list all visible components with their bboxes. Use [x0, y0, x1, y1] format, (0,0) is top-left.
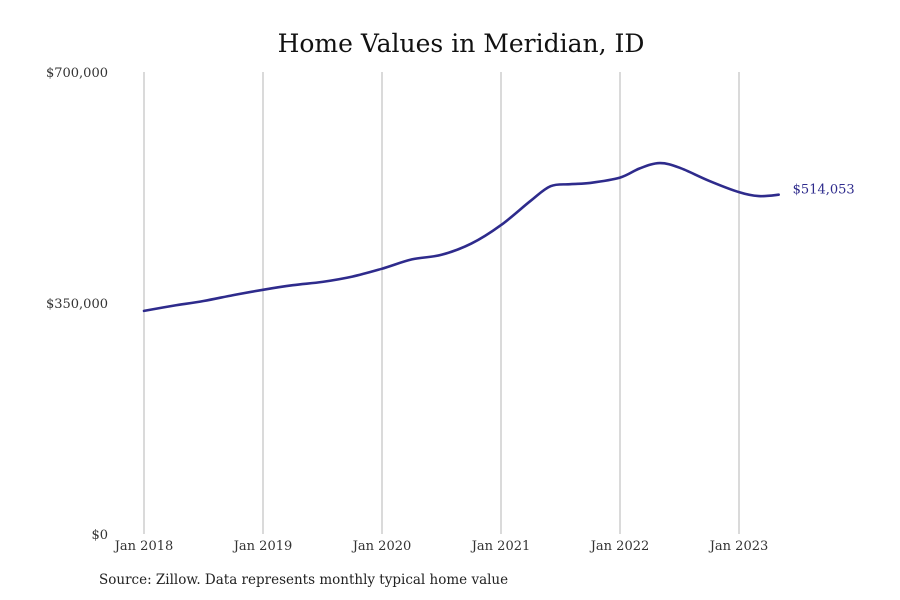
chart-title: Home Values in Meridian, ID	[278, 29, 645, 58]
x-tick-label: Jan 2022	[589, 539, 650, 554]
y-tick-label: $0	[91, 528, 108, 543]
y-tick-label: $700,000	[46, 66, 108, 81]
series-line	[142, 161, 780, 313]
source-note: Source: Zillow. Data represents monthly …	[99, 572, 509, 588]
y-axis-ticks: $0 $350,000 $700,000	[46, 66, 108, 543]
y-tick-label: $350,000	[46, 297, 108, 312]
x-tick-label: Jan 2021	[470, 539, 531, 554]
gridlines	[143, 72, 740, 534]
end-value-label: $514,053	[793, 183, 855, 198]
x-tick-label: Jan 2018	[113, 539, 174, 554]
series-layer: $514,053	[142, 161, 855, 313]
x-axis-ticks: Jan 2018 Jan 2019 Jan 2020 Jan 2021 Jan 2022…	[113, 539, 769, 554]
x-tick-label: Jan 2023	[708, 539, 769, 554]
x-tick-label: Jan 2020	[351, 539, 412, 554]
x-tick-label: Jan 2019	[232, 539, 293, 554]
